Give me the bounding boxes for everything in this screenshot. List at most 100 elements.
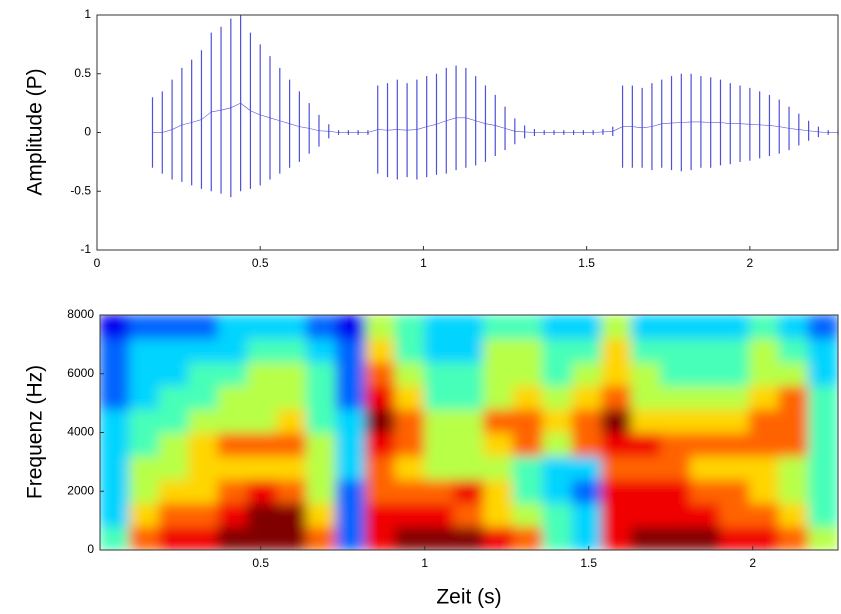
waveform-fill [162, 129, 173, 133]
waveform-fill [681, 121, 692, 123]
heatmap-cell [719, 479, 750, 504]
waveform-fill [612, 126, 623, 132]
heatmap-cell [630, 455, 662, 480]
heatmap-cell [453, 526, 485, 550]
waveform-fill [436, 120, 447, 125]
heatmap-cell [306, 432, 337, 457]
heatmap-cell [542, 408, 573, 433]
heatmap-cell [129, 479, 160, 504]
heatmap-cell [453, 385, 485, 410]
heatmap-cell [158, 526, 190, 550]
waveform-fill [465, 117, 476, 122]
heatmap-cell [129, 502, 160, 527]
waveform-fill [769, 125, 780, 127]
heatmap-cell [807, 479, 838, 504]
heatmap-cell [660, 455, 691, 480]
heatmap-cell [306, 385, 337, 410]
heatmap-cell [601, 526, 632, 550]
heatmap-cell [483, 338, 514, 363]
heatmap-cell [601, 338, 632, 363]
heatmap-cell [807, 315, 838, 339]
heatmap-cell [483, 479, 514, 504]
heatmap-cell [306, 526, 337, 550]
heatmap-cell [247, 408, 278, 433]
heatmap-cell [247, 338, 278, 363]
heatmap-cell [306, 315, 337, 339]
waveform-fill [671, 122, 682, 124]
heatmap-cell [571, 361, 603, 386]
heatmap-cell [660, 432, 691, 457]
heatmap-cell [778, 479, 809, 504]
heatmap-cell [100, 361, 131, 386]
waveform-fill [309, 128, 320, 132]
y-tick-label: 0 [87, 542, 94, 556]
heatmap-cell [778, 338, 809, 363]
heatmap-cell [807, 338, 838, 363]
waveform-fill [416, 126, 427, 130]
waveform-fill [220, 107, 231, 111]
heatmap-cell [512, 526, 544, 550]
heatmap-cell [394, 455, 426, 480]
heatmap-cell [188, 338, 219, 363]
heatmap-cell [601, 502, 632, 527]
heatmap-cell [100, 432, 131, 457]
waveform-fill [269, 117, 280, 122]
heatmap-cell [630, 315, 662, 339]
heatmap-cell [807, 361, 838, 386]
y-tick-label: 0.5 [74, 66, 91, 80]
waveform-fill [651, 123, 662, 127]
heatmap-cell [129, 361, 160, 386]
waveform-fill [230, 102, 241, 109]
heatmap-cell [100, 526, 131, 550]
heatmap-cell [542, 479, 573, 504]
waveform-fill [788, 128, 799, 130]
y-axis-label: Amplitude (P) [24, 68, 47, 195]
waveform-fill [211, 109, 222, 113]
heatmap-cell [601, 408, 632, 433]
heatmap-cell [365, 315, 396, 339]
heatmap-cell [453, 479, 485, 504]
heatmap-cell [601, 479, 632, 504]
heatmap-cell [571, 315, 603, 339]
heatmap-cell [158, 502, 190, 527]
heatmap-cell [424, 338, 455, 363]
heatmap-cell [748, 361, 780, 386]
heatmap-cell [571, 432, 603, 457]
x-tick-label: 1 [421, 556, 428, 570]
heatmap-cell [512, 502, 544, 527]
waveform-fill [632, 126, 643, 129]
waveform-fill [485, 123, 496, 126]
x-tick-label: 0.5 [252, 556, 269, 570]
heatmap-cell [188, 315, 219, 339]
waveform-fill [818, 131, 829, 133]
heatmap-cell [188, 361, 219, 386]
heatmap-cell [365, 385, 396, 410]
heatmap-cell [453, 502, 485, 527]
heatmap [100, 315, 838, 550]
heatmap-cell [483, 502, 514, 527]
heatmap-cell [129, 315, 160, 339]
waveform-fill [279, 120, 290, 124]
heatmap-cell [660, 526, 691, 550]
heatmap-cell [689, 385, 721, 410]
heatmap-cell [748, 502, 780, 527]
heatmap-cell [689, 526, 721, 550]
heatmap-cell [542, 526, 573, 550]
heatmap-cell [365, 455, 396, 480]
heatmap-cell [571, 502, 603, 527]
heatmap-cell [512, 479, 544, 504]
heatmap-cell [306, 502, 337, 527]
heatmap-cell [217, 338, 249, 363]
heatmap-cell [100, 502, 131, 527]
waveform-fill [642, 126, 652, 129]
waveform-fill [181, 122, 192, 126]
heatmap-cell [335, 502, 367, 527]
waveform-fill [289, 123, 300, 127]
heatmap-cell [601, 432, 632, 457]
heatmap-cell [335, 385, 367, 410]
heatmap-cell [424, 479, 455, 504]
heatmap-cell [247, 432, 278, 457]
waveform-fill [387, 129, 398, 131]
y-tick-label: 4000 [67, 425, 94, 439]
heatmap-cell [276, 432, 308, 457]
